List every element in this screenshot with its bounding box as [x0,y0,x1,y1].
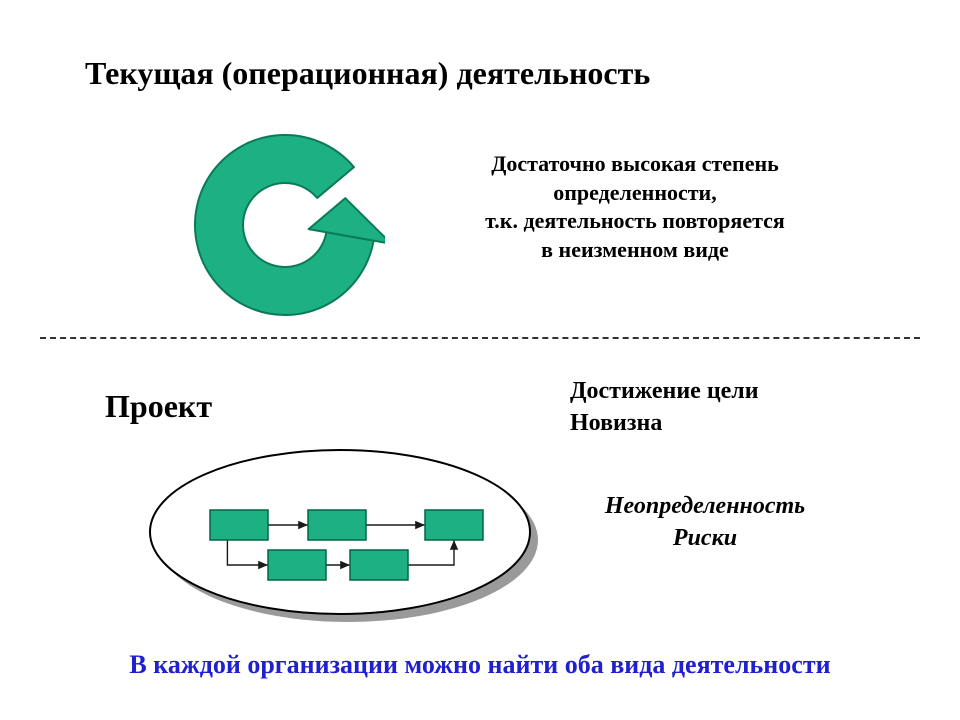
section-divider [40,337,920,339]
project-uncertainty-text: Неопределенность Риски [575,490,835,555]
project-goal-text: Достижение цели Новизна [570,375,759,440]
operational-activity-description: Достаточно высокая степень определенност… [440,150,830,264]
goal-line-1: Достижение цели [570,378,759,404]
operational-activity-title: Текущая (операционная) деятельность [85,55,650,92]
project-title: Проект [105,388,212,425]
desc-line-2: определенности, [553,180,717,205]
uncertainty-line-2: Риски [673,525,737,551]
goal-line-2: Новизна [570,410,662,436]
footer-text: В каждой организации можно найти оба вид… [0,650,960,680]
desc-line-4: в неизменном виде [541,237,729,262]
project-ellipse-diagram [140,440,540,630]
desc-line-3: т.к. деятельность повторяется [485,208,785,233]
cycle-arrow-icon [185,125,385,325]
uncertainty-line-1: Неопределенность [605,493,805,519]
desc-line-1: Достаточно высокая степень [491,151,779,176]
